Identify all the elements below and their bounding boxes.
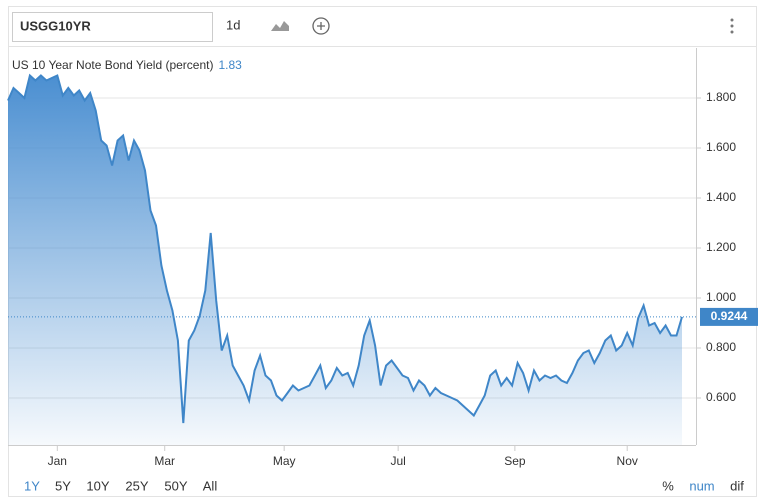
x-tick-label: Mar (154, 454, 175, 468)
x-tick-label: May (273, 454, 296, 468)
range-button[interactable]: 5Y (55, 478, 71, 493)
y-tick-label: 1.000 (706, 290, 736, 304)
last-value-badge (700, 307, 758, 326)
add-indicator-icon[interactable] (312, 17, 330, 35)
unit-button[interactable]: dif (730, 478, 744, 493)
chart-title: US 10 Year Note Bond Yield (percent) (12, 58, 213, 72)
y-tick-label: 0.800 (706, 340, 736, 354)
unit-button[interactable]: num (689, 478, 714, 493)
range-button[interactable]: 1Y (24, 478, 40, 493)
chart-type-icon[interactable] (271, 21, 289, 31)
unit-button[interactable]: % (662, 478, 674, 493)
y-tick-label: 1.600 (706, 140, 736, 154)
last-value-label: 0.9244 (711, 309, 748, 323)
symbol-text: USGG10YR (20, 18, 91, 33)
y-tick-label: 0.600 (706, 390, 736, 404)
interval-button[interactable]: 1d (226, 17, 240, 32)
y-tick-label: 1.200 (706, 240, 736, 254)
range-button[interactable]: 50Y (164, 478, 187, 493)
symbol-input[interactable] (12, 12, 213, 42)
add-indicator-plus (317, 22, 325, 30)
header-value: 1.83 (218, 58, 242, 72)
menu-icon[interactable] (730, 18, 734, 34)
range-button[interactable]: All (203, 478, 218, 493)
y-tick-label: 1.800 (706, 90, 736, 104)
area-fill (8, 75, 682, 445)
x-tick-label: Jul (390, 454, 405, 468)
y-tick-label: 1.400 (706, 190, 736, 204)
x-tick-label: Sep (504, 454, 526, 468)
range-button[interactable]: 25Y (125, 478, 148, 493)
x-tick-label: Nov (617, 454, 638, 468)
range-button[interactable]: 10Y (86, 478, 109, 493)
x-tick-label: Jan (48, 454, 67, 468)
line (7, 73, 683, 424)
